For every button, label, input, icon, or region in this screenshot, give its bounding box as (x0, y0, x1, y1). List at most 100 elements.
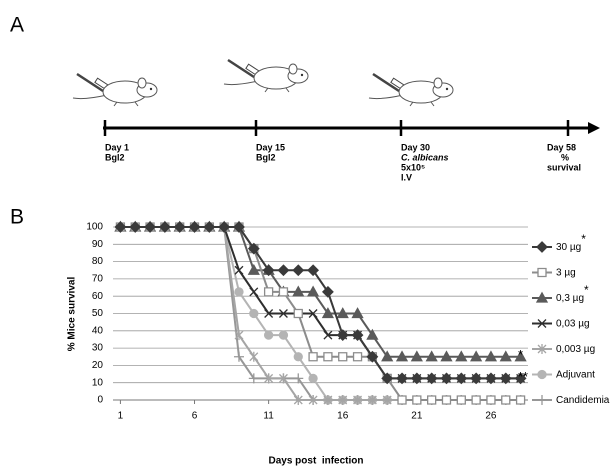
y-axis-label: % Mice survival (67, 277, 78, 352)
marker (308, 395, 318, 405)
marker (440, 372, 453, 385)
marker (293, 373, 304, 384)
marker (234, 330, 244, 341)
marker (515, 395, 526, 405)
marker (144, 221, 156, 233)
marker (366, 350, 379, 363)
marker (293, 395, 303, 405)
y-tick-label: 100 (86, 222, 103, 233)
mouse-icon (71, 72, 159, 108)
marker (248, 373, 259, 384)
marker (396, 372, 408, 385)
marker (293, 352, 303, 362)
event-label: Bgl2 (105, 152, 125, 162)
marker (395, 350, 409, 362)
event-label: survival (547, 162, 581, 172)
marker (514, 350, 527, 362)
marker (470, 350, 483, 362)
marker (249, 351, 259, 362)
y-tick-label: 50 (92, 308, 104, 319)
series-line (120, 226, 521, 380)
marker (455, 350, 468, 362)
y-tick-label: 20 (92, 360, 104, 371)
y-tick-label: 80 (92, 256, 104, 267)
marker (247, 242, 260, 255)
legend-name: 0,03 µg (556, 318, 590, 329)
marker (292, 285, 305, 297)
marker (381, 372, 394, 385)
marker (486, 395, 496, 405)
marker (367, 395, 377, 405)
marker (307, 264, 320, 277)
marker (262, 264, 275, 277)
legend-label: 0,3 µg* (556, 283, 589, 303)
event-label: Day 1 (105, 142, 129, 152)
marker (173, 221, 186, 233)
event-label: 5x10⁵ (401, 162, 425, 172)
marker (308, 309, 318, 318)
marker (382, 395, 392, 405)
marker (351, 329, 364, 342)
marker (306, 285, 320, 297)
marker (351, 307, 364, 319)
marker (455, 372, 468, 385)
marker (536, 241, 548, 253)
legend-label: 0,003 µg (556, 344, 595, 355)
marker (264, 373, 274, 384)
x-tick-label: 16 (337, 411, 349, 422)
marker (427, 395, 437, 405)
y-tick-label: 70 (92, 274, 104, 285)
marker (485, 372, 497, 385)
marker (234, 287, 244, 297)
marker (114, 221, 127, 233)
marker (188, 221, 201, 233)
marker (233, 351, 244, 362)
marker (278, 330, 289, 340)
event-label: C. albicans (401, 152, 449, 162)
legend-name: 0,3 µg (556, 293, 584, 304)
series-line (120, 226, 521, 358)
marker (410, 350, 423, 362)
legend-label: Candidemia (556, 395, 610, 406)
legend-note: * (584, 283, 589, 297)
marker (278, 287, 289, 297)
marker (249, 287, 259, 297)
marker (537, 319, 547, 328)
mouse-icon (222, 58, 310, 94)
legend: 30 µg*3 µg0,3 µg*0,03 µg0,003 µgAdjuvant… (532, 232, 610, 406)
marker (263, 287, 274, 297)
marker (278, 373, 288, 384)
marker (456, 395, 466, 405)
marker (292, 264, 305, 277)
marker (234, 265, 244, 275)
marker (484, 350, 498, 362)
x-tick-label: 1 (118, 411, 124, 422)
marker (353, 395, 363, 405)
mouse-icon (367, 72, 455, 108)
marker (537, 344, 547, 354)
annotation: * (518, 347, 523, 362)
marker (440, 350, 453, 362)
event-label: I.V (401, 172, 412, 182)
marker (514, 372, 527, 385)
marker (247, 263, 260, 275)
marker (471, 395, 481, 405)
legend-name: 0,003 µg (556, 344, 595, 355)
marker (323, 352, 333, 362)
legend-label: 0,03 µg (556, 318, 590, 329)
y-tick-label: 40 (92, 325, 104, 336)
y-tick-label: 30 (92, 343, 104, 354)
legend-label: 3 µg (556, 267, 576, 278)
legend-label: Adjuvant (556, 369, 595, 380)
y-tick-label: 10 (92, 377, 104, 388)
x-tick-label: 6 (192, 411, 198, 422)
legend-label: 30 µg* (556, 232, 586, 252)
legend-note: * (581, 232, 586, 246)
event-label: Day 15 (256, 142, 285, 152)
x-axis-label: Days post infection (268, 456, 363, 467)
legend-name: Candidemia (556, 395, 610, 406)
legend-name: 3 µg (556, 267, 576, 278)
x-tick-label: 26 (485, 411, 497, 422)
marker (381, 350, 394, 362)
